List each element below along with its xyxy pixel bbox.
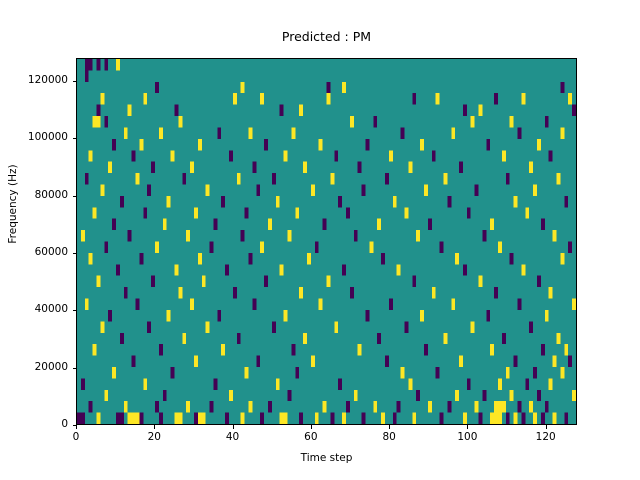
y-tick-mark: [72, 138, 76, 140]
x-tick-mark: [389, 425, 391, 429]
y-tick-label: 20000: [34, 360, 68, 373]
page-title: Predicted : PM: [281, 29, 372, 44]
y-tick-label: 100000: [27, 131, 68, 144]
heatmap-plot-area: [76, 58, 577, 425]
y-tick-label: 60000: [34, 245, 68, 258]
x-tick-mark: [310, 425, 312, 429]
y-tick-label: 80000: [34, 188, 68, 201]
x-tick-label: 100: [457, 431, 478, 443]
x-tick-label: 40: [225, 431, 240, 443]
x-tick-mark: [467, 425, 469, 429]
y-tick-mark: [72, 310, 76, 312]
y-tick-label: 0: [61, 418, 68, 430]
x-tick-label: 20: [147, 431, 161, 443]
x-axis-label: Time step: [300, 452, 353, 464]
x-tick-label: 120: [535, 431, 556, 443]
heatmap-image: [77, 59, 576, 424]
x-tick-mark: [232, 425, 234, 429]
y-axis-label: Frequency (Hz): [7, 164, 19, 244]
y-tick-mark: [72, 195, 76, 197]
x-tick-label: 0: [72, 431, 80, 443]
y-tick-mark: [72, 367, 76, 369]
x-tick-label: 80: [382, 431, 396, 443]
x-tick-label: 60: [304, 431, 318, 443]
y-tick-label: 120000: [27, 73, 68, 86]
y-tick-mark: [72, 425, 76, 426]
y-tick-mark: [72, 80, 76, 82]
x-tick-mark: [545, 425, 547, 429]
x-tick-mark: [154, 425, 156, 429]
y-tick-mark: [72, 252, 76, 254]
y-tick-label: 40000: [34, 303, 68, 316]
x-tick-mark: [76, 425, 77, 429]
